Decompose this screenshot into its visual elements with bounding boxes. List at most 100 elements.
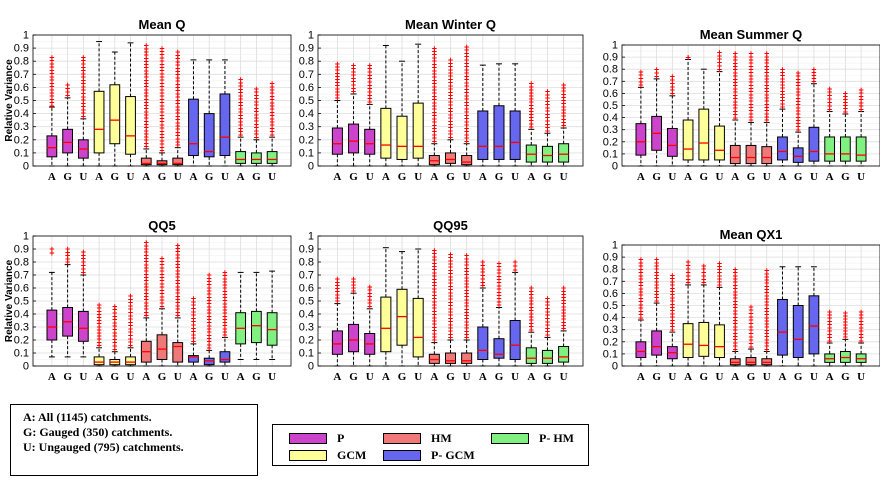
box-body (714, 125, 725, 161)
outlier-marker: + (448, 113, 453, 123)
outlier-marker: + (843, 95, 848, 105)
outlier-marker: + (335, 84, 340, 94)
box-p-gcm-a: +++++++++++++ (777, 64, 788, 167)
outlier-marker: + (843, 89, 848, 99)
outlier-marker: + (144, 142, 149, 152)
outlier-marker: + (748, 342, 753, 352)
outlier-marker: + (464, 88, 469, 98)
outlier-marker: + (464, 295, 469, 305)
outlier-marker: + (858, 85, 863, 95)
box-body (509, 110, 521, 160)
outlier-marker: + (432, 281, 437, 291)
outlier-marker: + (529, 82, 534, 92)
outlier-marker: + (269, 88, 274, 98)
outlier-marker: + (238, 94, 243, 104)
outlier-marker: + (748, 74, 753, 84)
outlier-marker: + (159, 56, 164, 66)
outlier-marker: + (764, 87, 769, 97)
outlier-marker: + (717, 61, 722, 71)
box-p-hm-u: ++++++++++++++ (558, 283, 570, 367)
outlier-marker: + (112, 331, 117, 341)
box-gcm-u: ++++++++ (714, 258, 725, 367)
outlier-marker: + (496, 284, 501, 294)
outlier-marker: + (464, 260, 469, 270)
x-tick-label: A (333, 371, 341, 383)
outlier-marker: + (96, 303, 101, 313)
outlier-marker: + (269, 114, 274, 124)
outlier-marker: + (764, 344, 769, 354)
outlier-marker: + (367, 292, 372, 302)
outlier-marker: + (733, 52, 738, 62)
outlier-marker: + (764, 93, 769, 103)
outlier-marker: + (496, 275, 501, 285)
outlier-marker: + (175, 298, 180, 308)
outlier-marker: + (81, 105, 86, 115)
outlier-marker: + (843, 107, 848, 117)
outlier-marker: + (748, 61, 753, 71)
outlier-marker: + (858, 313, 863, 323)
outlier-marker: + (464, 52, 469, 62)
outlier-marker: + (748, 109, 753, 119)
outlier-marker: + (159, 139, 164, 149)
outlier-marker: + (144, 88, 149, 98)
box-hm-u: ++++++++++++++++++++++ (761, 49, 773, 167)
y-tick-label: 0.5 (299, 296, 314, 308)
x-tick-label: U (560, 171, 568, 183)
outlier-marker: + (448, 91, 453, 101)
box-p-u: ++++++ (666, 72, 678, 167)
outlier-marker: + (159, 276, 164, 286)
outlier-marker: + (175, 121, 180, 131)
outlier-marker: + (207, 340, 212, 350)
outlier-marker: + (269, 104, 274, 114)
box-body (219, 93, 231, 157)
outlier-marker: + (128, 298, 133, 308)
y-tick-label: 0 (308, 361, 314, 373)
box-gcm-u (125, 42, 136, 167)
y-tick-label: 1 (23, 231, 29, 243)
outlier-marker: + (238, 81, 243, 91)
outlier-marker: + (448, 103, 453, 113)
box-gcm-g (698, 68, 710, 167)
legend-label-p-gcm: P- GCM (431, 448, 475, 462)
outlier-marker: + (464, 285, 469, 295)
x-tick-label: A (382, 171, 390, 183)
outlier-marker: + (432, 316, 437, 326)
legend-swatch-hm (383, 433, 421, 444)
outlier-marker: + (464, 266, 469, 276)
box-body (172, 157, 184, 166)
outlier-marker: + (701, 274, 706, 284)
box-body (235, 151, 247, 164)
outlier-marker: + (81, 261, 86, 271)
legend-item-p-gcm: P- GCM (383, 448, 475, 463)
outlier-marker: + (561, 114, 566, 124)
y-tick-label: 0.8 (299, 56, 314, 68)
outlier-marker: + (748, 309, 753, 319)
box-body (331, 127, 343, 155)
outlier-marker: + (670, 315, 675, 325)
outlier-marker: + (858, 104, 863, 114)
outlier-marker: + (561, 80, 566, 90)
chart-title: Mean Q (139, 17, 186, 32)
y-axis-label: Relative Variance (4, 59, 15, 142)
outlier-marker: + (529, 116, 534, 126)
outlier-marker: + (496, 281, 501, 291)
outlier-marker: + (448, 55, 453, 65)
box-body (792, 147, 804, 163)
box-p-gcm-a (777, 266, 788, 367)
outlier-marker: + (175, 86, 180, 96)
box-body (493, 105, 505, 160)
legend-swatch-gcm (289, 450, 327, 461)
outlier-marker: + (733, 100, 738, 110)
outlier-marker: + (432, 252, 437, 262)
outlier-marker: + (432, 120, 437, 130)
outlier-marker: + (335, 62, 340, 72)
outlier-marker: + (432, 130, 437, 140)
y-tick-label: 0.9 (14, 43, 29, 55)
outlier-marker: + (733, 274, 738, 284)
outlier-marker: + (638, 264, 643, 274)
outlier-marker: + (638, 281, 643, 291)
outlier-marker: + (670, 78, 675, 88)
outlier-marker: + (764, 307, 769, 317)
x-tick-label: A (430, 171, 438, 183)
outlier-marker: + (269, 117, 274, 127)
